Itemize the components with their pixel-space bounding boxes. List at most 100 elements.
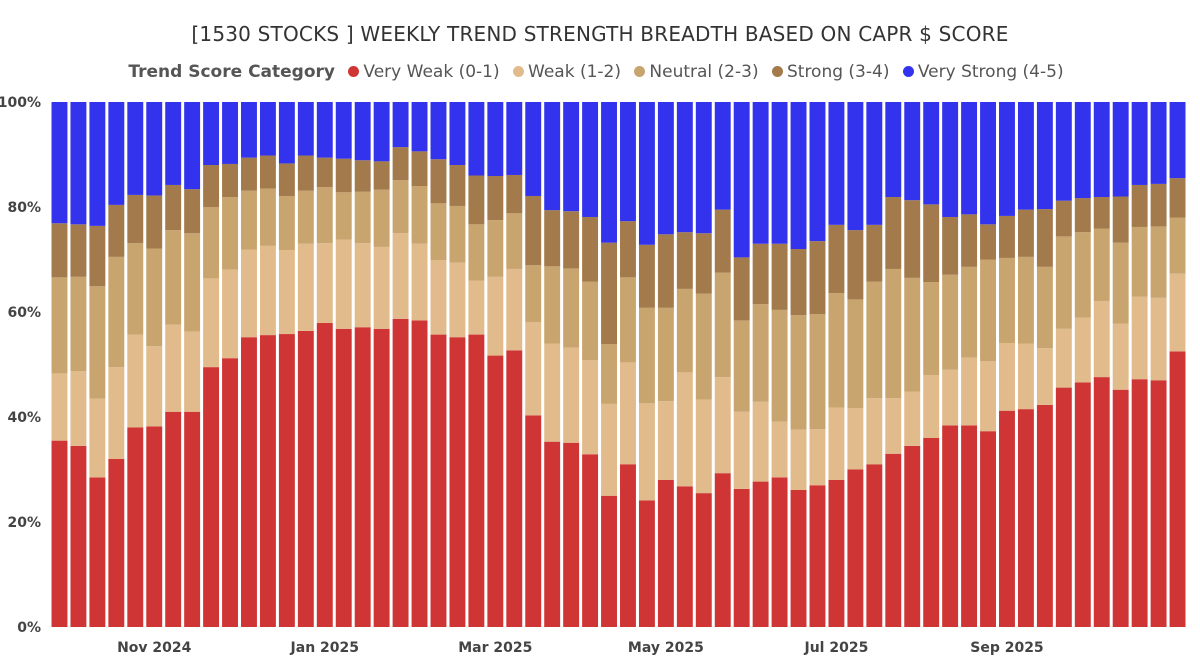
bar-segment-very-weak[interactable] [885, 453, 902, 627]
bar-segment-very-strong[interactable] [676, 102, 693, 233]
bar-segment-very-strong[interactable] [1150, 102, 1167, 184]
bar-segment-strong[interactable] [468, 175, 485, 225]
bar-segment-neutral[interactable] [430, 203, 447, 261]
bar-segment-very-weak[interactable] [316, 323, 333, 627]
bar-column[interactable] [127, 102, 144, 627]
bar-column[interactable] [89, 102, 106, 628]
bar-segment-very-weak[interactable] [89, 477, 106, 628]
bar-segment-very-strong[interactable] [601, 102, 617, 243]
bar-column[interactable] [657, 102, 674, 627]
bar-segment-neutral[interactable] [241, 190, 257, 250]
bar-column[interactable] [108, 102, 125, 627]
bar-segment-very-strong[interactable] [222, 102, 238, 164]
bar-segment-very-strong[interactable] [316, 102, 333, 158]
bar-segment-very-weak[interactable] [714, 473, 731, 627]
bar-segment-very-strong[interactable] [1131, 102, 1148, 185]
bar-column[interactable] [392, 102, 409, 627]
bar-segment-weak[interactable] [51, 373, 68, 441]
bar-segment-weak[interactable] [638, 403, 655, 501]
bar-column[interactable] [790, 102, 807, 627]
bar-segment-weak[interactable] [316, 243, 333, 324]
bar-segment-strong[interactable] [1150, 183, 1167, 227]
legend-item-weak[interactable]: Weak (1-2) [513, 62, 621, 82]
bar-segment-strong[interactable] [297, 155, 314, 191]
bar-segment-weak[interactable] [733, 411, 750, 489]
bar-segment-weak[interactable] [923, 375, 940, 438]
bar-segment-neutral[interactable] [525, 265, 542, 322]
bar-segment-weak[interactable] [184, 331, 201, 412]
bar-segment-very-strong[interactable] [544, 102, 561, 211]
bar-segment-very-strong[interactable] [923, 102, 940, 205]
bar-column[interactable] [51, 102, 68, 628]
bar-segment-very-weak[interactable] [752, 481, 769, 627]
bar-column[interactable] [847, 102, 864, 627]
bar-segment-very-weak[interactable] [601, 495, 617, 627]
bar-segment-very-weak[interactable] [1017, 409, 1034, 628]
bar-segment-weak[interactable] [885, 398, 902, 454]
bar-segment-neutral[interactable] [961, 266, 978, 358]
bar-segment-very-weak[interactable] [638, 500, 655, 627]
bar-segment-weak[interactable] [146, 346, 163, 427]
bar-segment-weak[interactable] [127, 334, 144, 428]
bar-segment-weak[interactable] [771, 421, 788, 478]
bar-segment-very-weak[interactable] [923, 438, 940, 627]
bar-segment-neutral[interactable] [904, 277, 921, 392]
bar-segment-very-weak[interactable] [1036, 404, 1053, 627]
bar-column[interactable] [752, 102, 769, 627]
bar-segment-strong[interactable] [373, 161, 390, 190]
bar-segment-neutral[interactable] [335, 192, 352, 240]
bar-column[interactable] [695, 102, 712, 628]
bar-segment-very-strong[interactable] [487, 102, 504, 177]
bar-segment-very-strong[interactable] [278, 102, 295, 164]
bar-column[interactable] [980, 102, 996, 627]
bar-column[interactable] [1093, 102, 1110, 627]
bar-segment-strong[interactable] [51, 223, 68, 278]
legend-item-strong[interactable]: Strong (3-4) [771, 62, 889, 82]
bar-segment-weak[interactable] [335, 239, 352, 329]
bar-segment-very-weak[interactable] [146, 426, 163, 627]
bar-segment-strong[interactable] [354, 160, 371, 192]
bar-segment-very-strong[interactable] [373, 102, 390, 162]
bar-segment-weak[interactable] [468, 280, 485, 335]
bar-segment-neutral[interactable] [127, 243, 144, 335]
bar-segment-very-strong[interactable] [638, 102, 655, 245]
bar-segment-very-strong[interactable] [241, 102, 257, 158]
bar-segment-neutral[interactable] [1150, 226, 1167, 298]
bar-segment-very-weak[interactable] [430, 334, 447, 627]
bar-segment-neutral[interactable] [411, 186, 428, 244]
bar-segment-strong[interactable] [1169, 178, 1186, 218]
bar-segment-weak[interactable] [809, 429, 826, 486]
bar-segment-neutral[interactable] [297, 190, 314, 244]
bar-segment-strong[interactable] [278, 163, 295, 196]
bar-segment-strong[interactable] [392, 147, 409, 181]
bar-segment-weak[interactable] [790, 429, 807, 490]
bar-column[interactable] [1036, 102, 1053, 627]
bar-segment-neutral[interactable] [449, 205, 466, 263]
bar-column[interactable] [203, 102, 220, 628]
bar-segment-strong[interactable] [316, 157, 333, 188]
bar-segment-very-weak[interactable] [354, 327, 371, 627]
bar-segment-neutral[interactable] [1074, 232, 1091, 318]
bar-segment-very-strong[interactable] [885, 102, 902, 198]
bar-column[interactable] [885, 102, 902, 627]
bar-column[interactable] [714, 102, 731, 627]
bar-segment-neutral[interactable] [203, 207, 220, 279]
bar-segment-very-strong[interactable] [942, 102, 959, 217]
bar-segment-very-strong[interactable] [411, 102, 428, 152]
bar-segment-very-strong[interactable] [297, 102, 314, 156]
bar-segment-strong[interactable] [847, 230, 864, 300]
bar-segment-weak[interactable] [506, 268, 523, 351]
bar-segment-very-weak[interactable] [411, 320, 428, 627]
bar-segment-neutral[interactable] [1112, 242, 1129, 324]
bar-column[interactable] [411, 102, 428, 627]
bar-segment-neutral[interactable] [184, 233, 201, 332]
bar-segment-neutral[interactable] [1093, 228, 1110, 301]
bar-segment-neutral[interactable] [278, 195, 295, 251]
bar-column[interactable] [354, 102, 371, 627]
bar-segment-weak[interactable] [297, 243, 314, 331]
bar-segment-strong[interactable] [146, 195, 163, 249]
bar-segment-neutral[interactable] [506, 213, 523, 269]
bar-segment-neutral[interactable] [1055, 236, 1072, 329]
bar-column[interactable] [1169, 102, 1186, 628]
bar-segment-neutral[interactable] [657, 307, 674, 402]
